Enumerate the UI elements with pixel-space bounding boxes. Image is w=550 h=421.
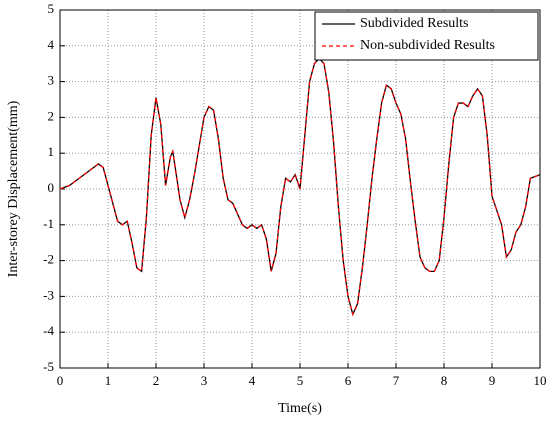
y-tick-label: -5 xyxy=(43,359,54,374)
legend-label: Non-subdivided Results xyxy=(360,38,495,53)
x-tick-label: 0 xyxy=(57,373,64,388)
y-tick-label: -3 xyxy=(43,287,54,302)
x-tick-label: 2 xyxy=(153,373,160,388)
legend-label: Subdivided Results xyxy=(360,16,469,31)
x-tick-label: 5 xyxy=(297,373,304,388)
x-axis-label: Time(s) xyxy=(278,401,322,416)
y-tick-label: 0 xyxy=(48,180,55,195)
line-series xyxy=(59,57,541,317)
y-tick-label: 4 xyxy=(48,37,55,52)
y-tick-label: -2 xyxy=(43,252,54,267)
x-tick-label: 10 xyxy=(534,373,547,388)
y-tick-label: -4 xyxy=(43,323,54,338)
y-axis-label: Inter-storey Displacement(mm) xyxy=(6,100,21,277)
x-tick-label: 7 xyxy=(393,373,400,388)
x-tick-label: 6 xyxy=(345,373,352,388)
x-tick-label: 9 xyxy=(489,373,496,388)
y-tick-label: 1 xyxy=(48,144,55,159)
x-tick-label: 4 xyxy=(249,373,256,388)
x-tick-label: 8 xyxy=(441,373,448,388)
y-tick-label: 5 xyxy=(48,1,55,16)
y-tick-label: 3 xyxy=(48,73,55,88)
x-tick-label: 3 xyxy=(201,373,208,388)
y-tick-label: 2 xyxy=(48,108,55,123)
y-tick-label: -1 xyxy=(43,216,54,231)
x-tick-label: 1 xyxy=(105,373,112,388)
legend-box xyxy=(314,11,539,61)
